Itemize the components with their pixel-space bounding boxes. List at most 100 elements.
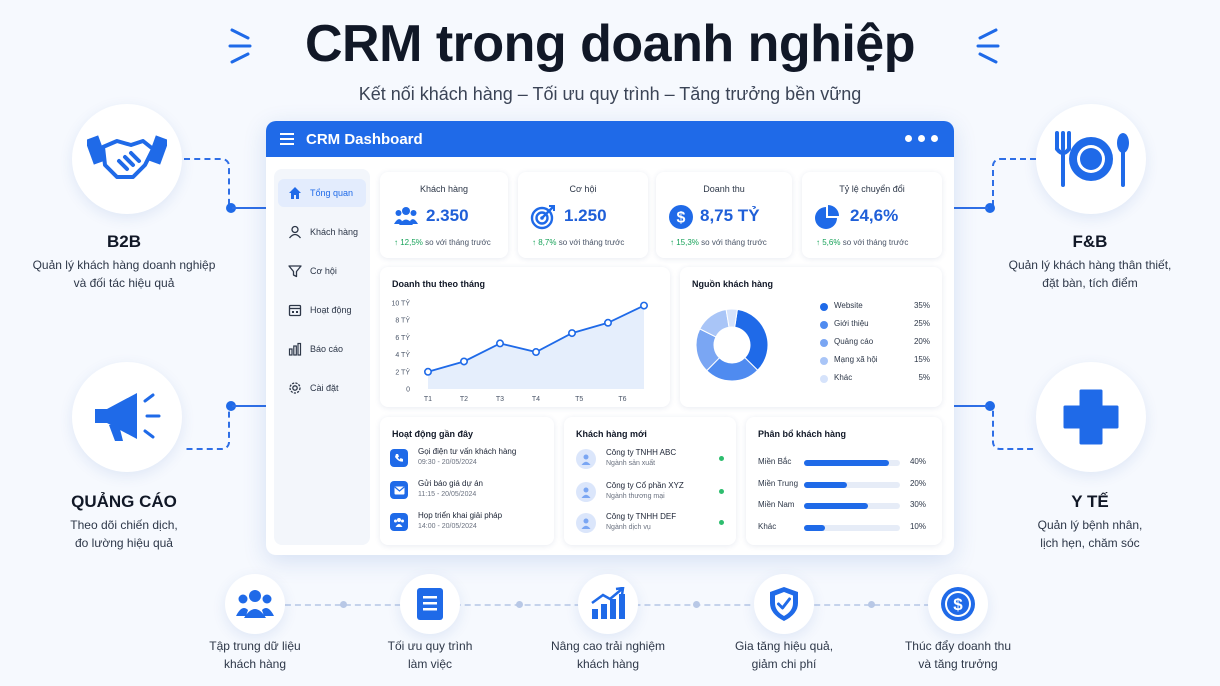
ads-connector <box>184 406 230 450</box>
customer-item[interactable]: Công ty Cổ phần XYZ Ngành thương mại <box>576 480 724 506</box>
legend-label: Quảng cáo <box>834 337 874 346</box>
benefit-circle <box>578 574 638 634</box>
health-connector <box>992 406 1036 450</box>
x-tick-label: T4 <box>532 396 540 403</box>
nav-label: Hoạt động <box>310 305 352 315</box>
fnb-connector <box>992 158 1036 208</box>
kpi-card-customers: Khách hàng 2.350 ↑ 12,5% so với tháng tr… <box>380 172 508 258</box>
kpi-value: 24,6% <box>850 206 899 225</box>
y-tick-label: 6 TỶ <box>395 333 410 342</box>
b2b-title: B2B <box>106 232 141 251</box>
activity-item[interactable]: Gửi báo giá dự án 11:15 - 20/05/2024 <box>390 479 550 505</box>
dashboard-header: CRM Dashboard <box>266 121 954 157</box>
legend-percent: 25% <box>913 319 930 328</box>
kpi-note: ↑ 15,3% so với tháng trước <box>670 238 767 247</box>
region-label: Miền Nam <box>758 500 795 509</box>
benefit-circle <box>400 574 460 634</box>
activity-item[interactable]: Họp triển khai giải pháp 14:00 - 20/05/2… <box>390 511 550 537</box>
customer-item[interactable]: Công ty TNHH ABC Ngành sản xuất <box>576 447 724 473</box>
nav-item-activities[interactable]: Hoạt động <box>278 296 366 324</box>
region-bar-fill <box>804 481 847 488</box>
nav-item-reports[interactable]: Báo cáo <box>278 335 366 363</box>
legend-percent: 5% <box>918 373 930 382</box>
b2b-connector-dot <box>226 203 236 213</box>
kpi-label: Khách hàng <box>419 184 469 194</box>
kpi-change: ↑ 12,5% <box>394 238 423 247</box>
ads-desc-1: Theo dõi chiến dịch, <box>70 518 178 532</box>
benefit-label-2: khách hàng <box>223 657 287 671</box>
data-point <box>639 301 648 310</box>
revenue-line-chart: 0 2 TỶ 4 TỶ 6 TỶ 8 TỶ 10 TỶ T1 T2 T3 T4 T5 T6 <box>391 299 648 403</box>
nav-item-customers[interactable]: Khách hàng <box>278 218 366 246</box>
growth-chart-icon <box>590 587 626 621</box>
kpi-label: Cơ hội <box>569 184 597 194</box>
b2b-connector <box>184 158 230 208</box>
legend-label: Mạng xã hội <box>834 355 878 364</box>
users-icon <box>394 207 418 225</box>
data-point <box>568 329 577 338</box>
team-icon <box>236 588 274 620</box>
data-point <box>460 357 469 366</box>
legend-item: Quảng cáo 20% <box>820 337 930 349</box>
region-bar-track <box>804 481 900 488</box>
b2b-desc-2: và đối tác hiệu quả <box>73 276 175 290</box>
b2b-desc-1: Quản lý khách hàng doanh nghiệp <box>32 258 216 272</box>
mail-icon <box>390 481 408 499</box>
benefit-circle <box>225 574 285 634</box>
new-customers-card: Khách hàng mới Công ty TNHH ABC Ngành sả… <box>564 417 736 545</box>
distribution-row: Khác 10% <box>758 522 926 534</box>
b2b-connector-line <box>232 207 266 209</box>
dollar-icon: $ <box>669 205 693 229</box>
meeting-icon <box>390 513 408 531</box>
nav-item-overview[interactable]: Tổng quan <box>278 179 366 207</box>
customer-item[interactable]: Công ty TNHH DEF Ngành dịch vụ <box>576 511 724 537</box>
page-subtitle: Kết nối khách hàng – Tối ưu quy trình – … <box>358 84 862 104</box>
megaphone-icon <box>95 393 161 441</box>
page-title: CRM trong doanh nghiệp <box>304 15 916 73</box>
svg-text:$: $ <box>677 210 686 227</box>
benefit-label-2: làm việc <box>407 657 452 671</box>
fnb-desc-2: đặt bàn, tích điểm <box>1042 276 1138 290</box>
kpi-value: 8,75 TỶ <box>700 206 760 225</box>
region-label: Miền Bắc <box>758 457 792 466</box>
y-tick-label: 2 TỶ <box>395 367 410 376</box>
kpi-value: 2.350 <box>426 206 469 225</box>
dashboard-title: CRM Dashboard <box>306 130 423 148</box>
health-desc-2: lịch hẹn, chăm sóc <box>1040 536 1140 550</box>
benefit-label-2: khách hàng <box>576 657 640 671</box>
benefit-circle: $ <box>928 574 988 634</box>
customer-sector: Ngành thương mại <box>606 493 665 500</box>
shield-check-icon <box>768 586 800 622</box>
nav-item-opportunities[interactable]: Cơ hội <box>278 257 366 285</box>
fnb-title: F&B <box>1072 232 1108 251</box>
benefit-label-1: Tối ưu quy trình <box>387 639 473 653</box>
new-customers-title: Khách hàng mới <box>576 429 647 439</box>
target-icon <box>530 205 555 230</box>
region-percent: 30% <box>909 500 926 509</box>
customer-distribution-card: Phân bổ khách hàng Miền Bắc 40% Miền Trun… <box>746 417 942 545</box>
region-bar-track <box>804 524 900 531</box>
kpi-card-conversion: Tỷ lệ chuyển đổi 24,6% ↑ 5,6% so với thá… <box>802 172 942 258</box>
kpi-card-revenue: Doanh thu $ 8,75 TỶ ↑ 15,3% so với tháng… <box>656 172 792 258</box>
region-percent: 10% <box>909 521 926 531</box>
nav-label: Báo cáo <box>310 344 344 354</box>
fnb-connector-dot <box>985 203 995 213</box>
distribution-title: Phân bổ khách hàng <box>758 429 847 439</box>
kpi-label: Doanh thu <box>703 184 745 194</box>
health-title: Y TẾ <box>1071 492 1109 511</box>
pie-icon <box>815 205 839 229</box>
bar-chart-icon <box>288 342 302 356</box>
fnb-connector-line <box>954 207 988 209</box>
gear-icon <box>289 382 301 394</box>
more-options-icon[interactable] <box>905 135 938 142</box>
fnb-desc-1: Quản lý khách hàng thân thiết, <box>1008 258 1172 272</box>
kpi-note-text: so với tháng trước <box>701 238 767 247</box>
hamburger-menu-icon[interactable] <box>280 133 294 145</box>
sources-donut-chart <box>695 308 769 382</box>
region-bar-fill <box>804 460 890 466</box>
nav-item-settings[interactable]: Cài đặt <box>278 374 366 402</box>
region-percent: 40% <box>909 457 926 466</box>
activity-item[interactable]: Gọi điện tư vấn khách hàng 09:30 - 20/05… <box>390 447 550 473</box>
line-area <box>428 305 644 389</box>
activity-item-title: Gửi báo giá dự án <box>418 479 483 488</box>
